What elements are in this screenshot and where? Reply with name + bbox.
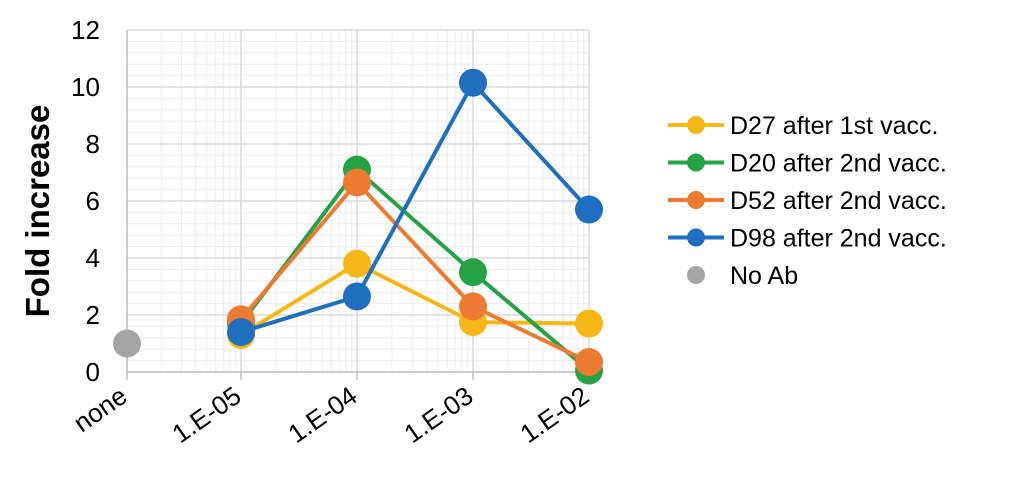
- data-point: [459, 68, 487, 97]
- legend-label: No Ab: [730, 262, 798, 290]
- legend-label: D98 after 2nd vacc.: [730, 225, 947, 253]
- legend-entry: D27 after 1st vacc.: [668, 112, 938, 140]
- legend-entry: D52 after 2nd vacc.: [668, 187, 947, 215]
- data-point: [343, 282, 371, 311]
- legend-label: D52 after 2nd vacc.: [730, 187, 947, 215]
- legend: D27 after 1st vacc. D20 after 2nd vacc. D5…: [668, 112, 947, 290]
- series-line: [240, 80, 591, 335]
- data-point: [459, 292, 487, 321]
- series-2: [227, 168, 603, 377]
- legend-label: D27 after 1st vacc.: [730, 112, 938, 140]
- y-tick-label: 12: [71, 15, 100, 45]
- legend-marker: [687, 191, 705, 209]
- legend-marker: [687, 228, 705, 247]
- data-point: [575, 309, 603, 338]
- series-4: [113, 329, 141, 358]
- y-tick-label: 0: [86, 357, 100, 387]
- legend-label: D20 after 2nd vacc.: [730, 150, 947, 178]
- series: [113, 68, 603, 385]
- data-point: [113, 329, 141, 358]
- data-point: [575, 195, 603, 224]
- x-tick-label: 1.E-03: [398, 380, 478, 449]
- legend-entry: D20 after 2nd vacc.: [668, 150, 947, 178]
- x-tick-label: 1.E-02: [514, 380, 594, 449]
- x-tick-label: 1.E-04: [282, 380, 362, 449]
- y-axis-label: Fold increase: [19, 105, 56, 318]
- legend-entry: No Ab: [687, 262, 798, 290]
- y-tick-label: 2: [86, 300, 100, 330]
- y-tick-label: 8: [86, 129, 100, 159]
- y-tick-label: 4: [86, 243, 100, 273]
- data-point: [343, 249, 371, 278]
- data-point: [459, 258, 487, 287]
- y-tick-label: 6: [86, 186, 100, 216]
- series-3: [227, 68, 603, 347]
- y-tick-label: 10: [71, 72, 100, 102]
- data-point: [227, 318, 255, 347]
- data-point: [575, 348, 603, 377]
- series-line: [239, 180, 590, 364]
- legend-entry: D98 after 2nd vacc.: [668, 225, 947, 253]
- x-tick-label: 1.E-05: [166, 380, 246, 449]
- legend-marker: [687, 116, 705, 134]
- data-point: [343, 168, 371, 197]
- series-line: [239, 167, 591, 373]
- x-tick-label: none: [68, 380, 133, 438]
- legend-marker: [687, 266, 705, 284]
- legend-marker: [687, 153, 705, 172]
